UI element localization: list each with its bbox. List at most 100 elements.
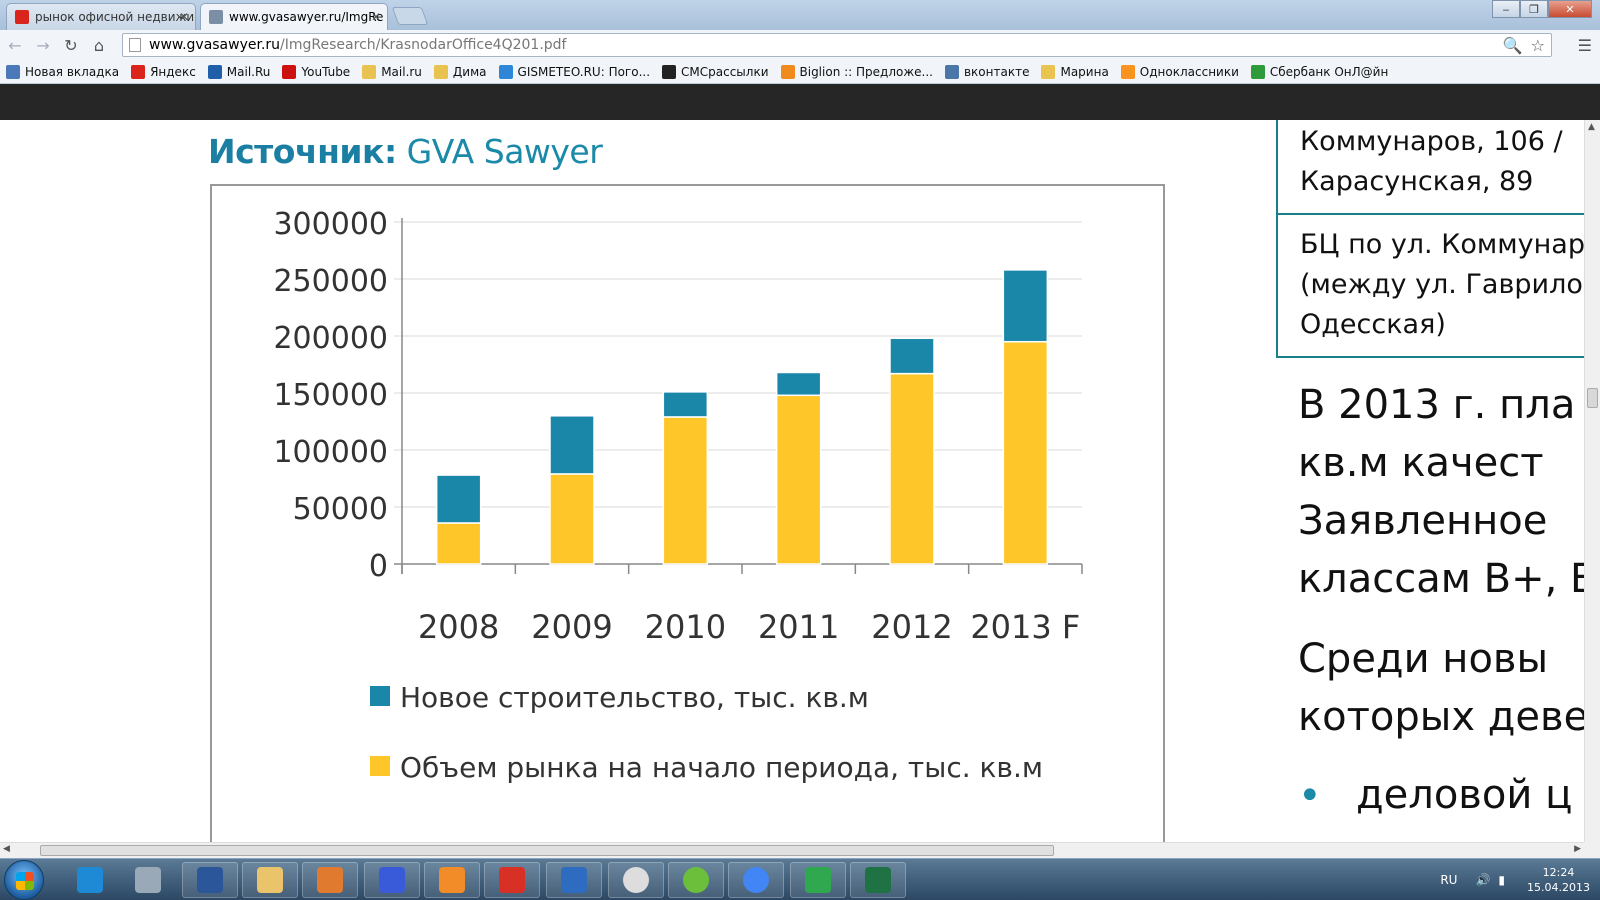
media-taskbar-button[interactable] xyxy=(424,862,480,898)
bookmark-item[interactable]: Сбербанк ОнЛ@йн xyxy=(1250,64,1388,79)
ie-taskbar-button[interactable] xyxy=(62,862,118,898)
media-icon xyxy=(439,867,465,893)
scroll-left-icon[interactable]: ◀ xyxy=(3,844,10,854)
system-tray: RU 🔊 ▮ 12:24 15.04.2013 xyxy=(1440,859,1590,900)
scroll-thumb[interactable] xyxy=(40,845,1054,856)
agent-taskbar-button[interactable] xyxy=(546,862,602,898)
word-taskbar-button[interactable] xyxy=(182,862,238,898)
start-button[interactable] xyxy=(4,860,44,900)
clock-app-icon xyxy=(623,867,649,893)
clock-app-taskbar-button[interactable] xyxy=(608,862,664,898)
bookmark-label: GISMETEO.RU: Пого... xyxy=(517,64,651,79)
bookmark-item[interactable]: Mail.ru xyxy=(362,64,422,79)
floppy-icon xyxy=(379,867,405,893)
close-button[interactable]: ✕ xyxy=(1548,0,1592,18)
language-indicator[interactable]: RU xyxy=(1440,873,1458,887)
bookmark-item[interactable]: Mail.Ru xyxy=(207,64,271,79)
vertical-scrollbar[interactable]: ▲ xyxy=(1584,120,1600,842)
viewer-taskbar-button[interactable] xyxy=(302,862,358,898)
explorer-icon xyxy=(257,867,283,893)
back-arrow-icon[interactable]: ← xyxy=(8,35,22,55)
bookmark-item[interactable]: Biglion :: Предложе... xyxy=(780,64,933,79)
bookmark-label: Дима xyxy=(452,64,487,79)
paragraph-line: которых деве xyxy=(1298,694,1584,740)
minimize-button[interactable]: ‒ xyxy=(1492,0,1520,18)
bookmark-item[interactable]: Дима xyxy=(433,64,487,79)
bookmark-item[interactable]: Одноклассники xyxy=(1120,64,1239,79)
chrome-taskbar-button[interactable] xyxy=(728,862,784,898)
bullet-icon: • xyxy=(1298,773,1322,819)
bookmark-label: Новая вкладка xyxy=(25,64,120,79)
reload-icon[interactable]: ↻ xyxy=(64,35,78,55)
bar-segment xyxy=(662,391,709,418)
bookmark-icon xyxy=(1041,64,1056,79)
paragraph-line: классам В+, В. xyxy=(1298,556,1584,602)
close-tab-icon[interactable]: ✕ xyxy=(178,10,189,24)
bookmark-label: СМСрассылки xyxy=(681,64,769,79)
scroll-up-icon[interactable]: ▲ xyxy=(1588,122,1595,132)
y-tick-label: 100000 xyxy=(273,435,388,470)
x-tick-label: 2008 xyxy=(418,608,499,646)
tab-1[interactable]: www.gvasawyer.ru/ImgRe ✕ xyxy=(200,3,388,30)
bookmark-icon xyxy=(131,64,146,79)
floppy-taskbar-button[interactable] xyxy=(364,862,420,898)
tab-title: рынок офисной недвижи xyxy=(35,10,195,24)
bookmarks-bar: Новая вкладка Яндекс Mail.Ru YouTube Mail.ru… xyxy=(0,60,1600,84)
pdf-viewport[interactable]: Источник: GVA Sawyer 300000 250000 200000 1… xyxy=(0,120,1584,842)
bookmark-icon xyxy=(944,64,959,79)
tab-0[interactable]: рынок офисной недвижи ✕ xyxy=(6,3,196,30)
scroll-right-icon[interactable]: ▶ xyxy=(1574,844,1581,854)
table-cell-line: (между ул. Гаврилова xyxy=(1300,269,1584,300)
home-icon[interactable]: ⌂ xyxy=(93,35,105,55)
bookmark-item[interactable]: Яндекс xyxy=(131,64,196,79)
address-bar[interactable]: www.gvasawyer.ru/ImgResearch/KrasnodarOf… xyxy=(122,33,1552,57)
globe-icon xyxy=(683,867,709,893)
excel-taskbar-button[interactable] xyxy=(850,862,906,898)
mail-agent-taskbar-button[interactable] xyxy=(790,862,846,898)
bookmark-label: YouTube xyxy=(301,64,351,79)
forward-arrow-icon[interactable]: → xyxy=(36,35,50,55)
source-value: GVA Sawyer xyxy=(396,132,603,171)
star-icon[interactable]: ☆ xyxy=(1530,36,1545,55)
menu-icon[interactable]: ☰ xyxy=(1577,36,1592,55)
bookmark-item[interactable]: СМСрассылки xyxy=(662,64,769,79)
explorer-taskbar-button[interactable] xyxy=(242,862,298,898)
pdf-toolbar xyxy=(0,84,1600,120)
bar-segment xyxy=(549,415,595,475)
pin-icon xyxy=(499,867,525,893)
bookmark-icon xyxy=(362,64,377,79)
table-row: БЦ по ул. Коммунаро (между ул. Гаврилова… xyxy=(1278,215,1584,358)
zoom-icon[interactable]: 🔍 xyxy=(1502,36,1523,55)
mail-agent-icon xyxy=(805,867,831,893)
table-row: Коммунаров, 106 / Карасунская, 89 xyxy=(1278,120,1584,215)
volume-icon[interactable]: 🔊 xyxy=(1475,873,1491,887)
bookmark-item[interactable]: YouTube xyxy=(282,64,351,79)
legend-swatch xyxy=(370,686,390,706)
bookmark-item[interactable]: GISMETEO.RU: Пого... xyxy=(498,64,651,79)
bookmark-label: Mail.ru xyxy=(381,64,422,79)
bookmark-label: Mail.Ru xyxy=(226,64,271,79)
calculator-taskbar-button[interactable] xyxy=(120,862,176,898)
tab-strip: рынок офисной недвижи ✕ www.gvasawyer.ru… xyxy=(0,0,1600,30)
scroll-thumb[interactable] xyxy=(1587,388,1598,408)
globe-taskbar-button[interactable] xyxy=(668,862,724,898)
bookmark-icon xyxy=(662,64,677,79)
bookmark-item[interactable]: вконтакте xyxy=(944,64,1029,79)
ie-icon xyxy=(77,867,103,893)
viewer-icon xyxy=(317,867,343,893)
network-icon[interactable]: ▮ xyxy=(1498,873,1506,887)
browser-toolbar: ← → ↻ ⌂ www.gvasawyer.ru/ImgResearch/Kra… xyxy=(0,30,1600,60)
paragraph-line: В 2013 г. пла xyxy=(1298,382,1576,428)
horizontal-scrollbar[interactable]: ◀ ▶ xyxy=(0,842,1584,858)
new-tab-button[interactable] xyxy=(391,7,429,25)
x-tick-label: 2010 xyxy=(645,608,726,646)
pin-taskbar-button[interactable] xyxy=(484,862,540,898)
y-tick-label: 300000 xyxy=(273,207,388,242)
bookmark-item[interactable]: Новая вкладка xyxy=(6,64,120,79)
bookmark-label: Biglion :: Предложе... xyxy=(799,64,933,79)
clock[interactable]: 12:24 15.04.2013 xyxy=(1527,865,1590,895)
bar-segment xyxy=(662,416,709,565)
bookmark-item[interactable]: Марина xyxy=(1041,64,1109,79)
close-tab-icon[interactable]: ✕ xyxy=(370,10,381,24)
maximize-button[interactable]: ❐ xyxy=(1520,0,1548,18)
